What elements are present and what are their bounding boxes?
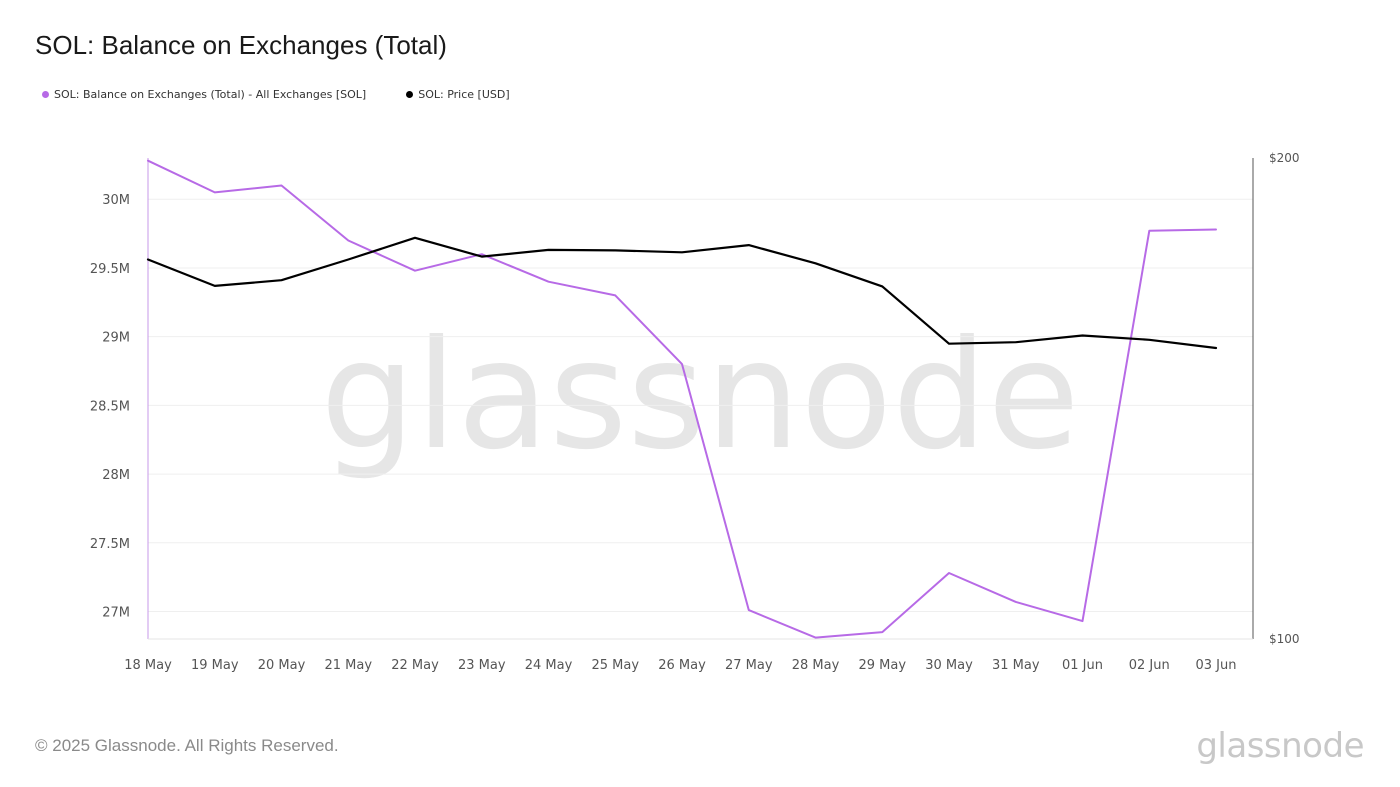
grid-lines — [148, 198, 1253, 613]
y-tick-label-left: 28.5M — [90, 399, 130, 414]
axes: 27M 27.5M 28M 28.5M 29M 29.5M 30M $100 $200 18 Ma… — [90, 151, 1300, 673]
legend-dot-balance — [42, 91, 49, 98]
legend-item-balance[interactable]: SOL: Balance on Exchanges (Total) - All … — [42, 88, 366, 101]
x-tick-label: 21 May — [324, 658, 372, 673]
x-tick-label: 03 Jun — [1196, 658, 1237, 673]
x-tick-label: 02 Jun — [1129, 658, 1170, 673]
x-tick-label: 30 May — [925, 658, 973, 673]
chart-title: SOL: Balance on Exchanges (Total) — [35, 30, 447, 60]
x-tick-label: 28 May — [792, 658, 840, 673]
glassnode-logo: glassnode — [1196, 726, 1364, 766]
y-tick-label-left: 28M — [102, 468, 130, 483]
series-line-price — [146, 236, 1218, 350]
series-line-balance — [147, 159, 1217, 639]
chart-legend: SOL: Balance on Exchanges (Total) - All … — [42, 88, 510, 101]
y-tick-label-left: 27M — [102, 606, 130, 621]
x-tick-label: 18 May — [124, 658, 172, 673]
y-tick-label-left: 27.5M — [90, 537, 130, 552]
x-tick-label: 25 May — [591, 658, 639, 673]
y-tick-label-left: 29.5M — [90, 262, 130, 277]
x-tick-label: 22 May — [391, 658, 439, 673]
y-tick-label-left: 30M — [102, 193, 130, 208]
x-tick-label: 27 May — [725, 658, 773, 673]
series-lines — [146, 159, 1218, 639]
legend-label-balance: SOL: Balance on Exchanges (Total) - All … — [54, 88, 367, 101]
copyright-text: © 2025 Glassnode. All Rights Reserved. — [35, 736, 339, 755]
x-tick-label: 26 May — [658, 658, 706, 673]
y-tick-label-left: 29M — [102, 331, 130, 346]
watermark-logo: glassnode — [320, 309, 1079, 483]
x-tick-label: 01 Jun — [1062, 658, 1103, 673]
x-tick-label: 24 May — [525, 658, 573, 673]
legend-dot-price — [406, 91, 414, 98]
x-tick-label: 29 May — [858, 658, 906, 673]
x-tick-label: 23 May — [458, 658, 506, 673]
legend-label-price: SOL: Price [USD] — [418, 88, 510, 101]
x-tick-label: 20 May — [258, 658, 306, 673]
y-tick-label-right: $100 — [1269, 632, 1300, 646]
y-tick-label-right: $200 — [1269, 151, 1300, 165]
x-tick-label: 19 May — [191, 658, 239, 673]
legend-item-price[interactable]: SOL: Price [USD] — [406, 88, 510, 101]
x-tick-label: 31 May — [992, 658, 1040, 673]
